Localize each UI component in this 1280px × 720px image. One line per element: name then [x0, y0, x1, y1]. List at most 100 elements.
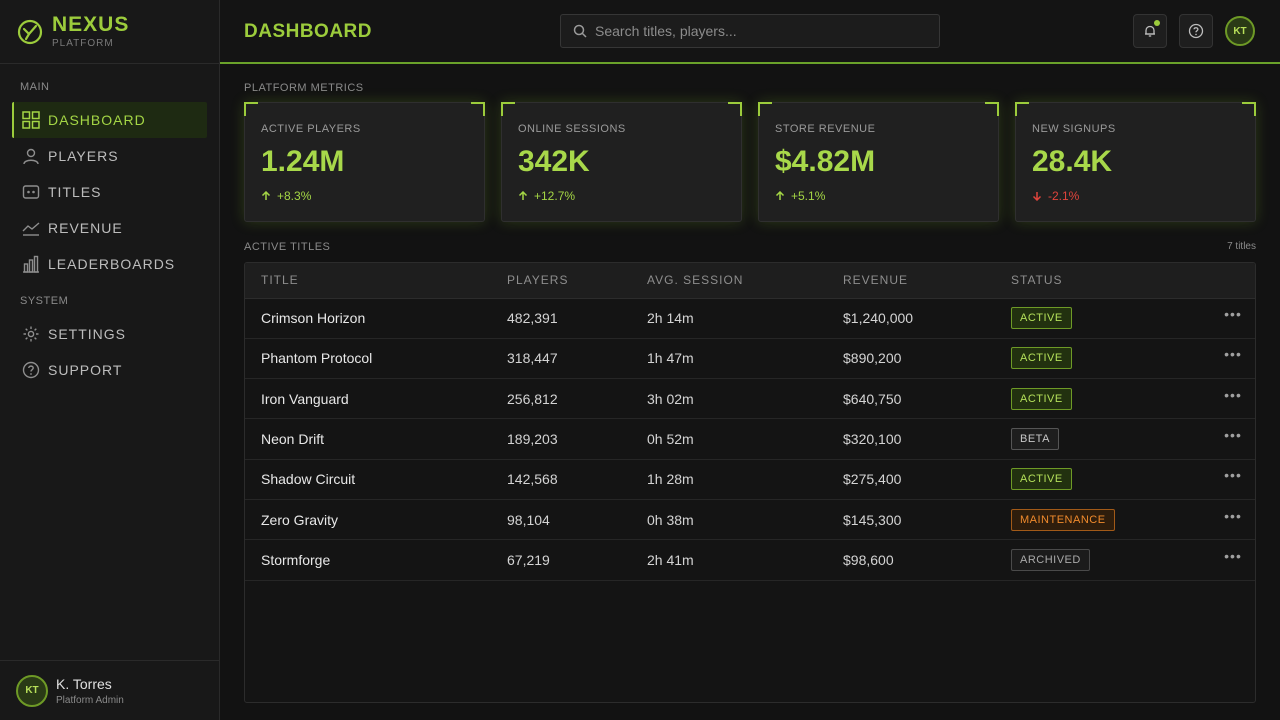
metric-change: +12.7% — [518, 189, 575, 203]
sidebar-item-dashboard[interactable]: DASHBOARD — [12, 102, 207, 138]
help-button[interactable] — [1179, 14, 1213, 48]
sidebar-item-support[interactable]: SUPPORT — [12, 352, 207, 388]
more-actions-icon[interactable]: ••• — [1224, 427, 1242, 444]
table-row[interactable]: Shadow Circuit 142,568 1h 28m $275,400 A… — [245, 459, 1255, 500]
column-header-revenue[interactable]: REVENUE — [843, 263, 1011, 299]
table-row[interactable]: Neon Drift 189,203 0h 52m $320,100 BETA … — [245, 418, 1255, 460]
metric-label: ACTIVE PLAYERS — [261, 123, 361, 135]
line-chart-icon — [22, 219, 40, 237]
cell-revenue: $320,100 — [843, 418, 1011, 460]
status-badge: ACTIVE — [1011, 307, 1072, 330]
cell-revenue: $275,400 — [843, 459, 1011, 500]
sidebar-item-label: LEADERBOARDS — [48, 256, 176, 272]
sidebar: NEXUS PLATFORM MAIN DASHBOARD PLAYERS TI… — [0, 0, 220, 720]
column-header-actions — [1211, 263, 1255, 299]
more-actions-icon[interactable]: ••• — [1224, 346, 1242, 363]
metric-value: 342K — [518, 145, 590, 178]
cell-avg-session: 2h 14m — [647, 298, 843, 339]
cell-title: Iron Vanguard — [245, 378, 507, 420]
sidebar-item-label: TITLES — [48, 184, 102, 200]
metric-change: +8.3% — [261, 189, 311, 203]
metric-change-value: -2.1% — [1048, 189, 1080, 203]
dashboard-grid-icon — [22, 111, 40, 129]
more-actions-icon[interactable]: ••• — [1224, 547, 1242, 564]
card-corner — [728, 102, 742, 116]
arrow-up-icon — [261, 191, 271, 200]
brand-name: NEXUS — [52, 13, 130, 36]
header-avatar[interactable]: KT — [1225, 16, 1255, 46]
metric-card-store-revenue: STORE REVENUE $4.82M +5.1% — [758, 102, 999, 222]
more-actions-icon[interactable]: ••• — [1224, 507, 1242, 524]
metric-change: -2.1% — [1032, 189, 1079, 203]
titles-table: TITLE PLAYERS AVG. SESSION REVENUE STATU… — [244, 262, 1256, 703]
metric-change-value: +12.7% — [534, 189, 576, 203]
status-badge: ACTIVE — [1011, 468, 1072, 491]
cell-revenue: $98,600 — [843, 539, 1011, 581]
brand-subtitle: PLATFORM — [52, 38, 114, 49]
cell-avg-session: 1h 28m — [647, 459, 843, 500]
metric-label: NEW SIGNUPS — [1032, 123, 1116, 135]
search-input[interactable] — [595, 23, 925, 39]
cell-title: Phantom Protocol — [245, 338, 507, 380]
more-actions-icon[interactable]: ••• — [1224, 467, 1242, 484]
arrow-up-icon — [518, 191, 528, 200]
nav-section-main: MAIN — [20, 81, 50, 93]
cell-avg-session: 0h 38m — [647, 499, 843, 541]
metric-value: $4.82M — [775, 145, 876, 178]
table-row[interactable]: Zero Gravity 98,104 0h 38m $145,300 MAIN… — [245, 499, 1255, 541]
user-name: K. Torres — [56, 675, 112, 692]
card-corner — [471, 102, 485, 116]
sidebar-item-revenue[interactable]: REVENUE — [12, 210, 207, 246]
sidebar-item-label: SETTINGS — [48, 326, 127, 342]
notifications-button[interactable] — [1133, 14, 1167, 48]
cell-revenue: $145,300 — [843, 499, 1011, 541]
titles-section-label: ACTIVE TITLES — [244, 241, 331, 253]
arrow-down-icon — [1032, 192, 1042, 201]
user-role: Platform Admin — [56, 694, 124, 706]
top-header: DASHBOARD KT — [220, 0, 1280, 64]
cell-players: 98,104 — [507, 499, 647, 541]
table-row[interactable]: Iron Vanguard 256,812 3h 02m $640,750 AC… — [245, 378, 1255, 420]
more-actions-icon[interactable]: ••• — [1224, 386, 1242, 403]
sidebar-item-leaderboards[interactable]: LEADERBOARDS — [12, 246, 207, 282]
table-row[interactable]: Phantom Protocol 318,447 1h 47m $890,200… — [245, 338, 1255, 380]
table-row[interactable]: Stormforge 67,219 2h 41m $98,600 ARCHIVE… — [245, 539, 1255, 581]
bell-icon — [1145, 25, 1155, 37]
card-corner — [1015, 102, 1029, 116]
cell-players: 256,812 — [507, 378, 647, 420]
column-header-title[interactable]: TITLE — [245, 263, 507, 299]
metric-card-active-players: ACTIVE PLAYERS 1.24M +8.3% — [244, 102, 485, 222]
metric-card-online-sessions: ONLINE SESSIONS 342K +12.7% — [501, 102, 742, 222]
status-badge: ACTIVE — [1011, 387, 1072, 410]
table-row[interactable]: Crimson Horizon 482,391 2h 14m $1,240,00… — [245, 298, 1255, 339]
nav-section-system: SYSTEM — [20, 295, 69, 307]
search-box[interactable] — [560, 14, 940, 48]
avatar: KT — [16, 674, 48, 707]
cell-players: 67,219 — [507, 539, 647, 581]
sidebar-item-label: PLAYERS — [48, 148, 119, 164]
search-icon — [573, 24, 587, 38]
user-profile[interactable]: KT K. Torres Platform Admin — [0, 660, 219, 720]
cell-title: Crimson Horizon — [245, 298, 507, 339]
column-header-avg-session[interactable]: AVG. SESSION — [647, 263, 843, 299]
sidebar-item-titles[interactable]: TITLES — [12, 174, 207, 210]
sidebar-item-players[interactable]: PLAYERS — [12, 138, 207, 174]
cell-players: 482,391 — [507, 298, 647, 339]
metric-value: 28.4K — [1032, 145, 1113, 178]
metric-card-new-signups: NEW SIGNUPS 28.4K -2.1% — [1015, 102, 1256, 222]
brand[interactable]: NEXUS PLATFORM — [0, 0, 219, 64]
gear-icon — [22, 325, 40, 343]
cell-revenue: $1,240,000 — [843, 298, 1011, 339]
metric-change-value: +8.3% — [277, 189, 312, 203]
cell-avg-session: 1h 47m — [647, 338, 843, 380]
card-corner — [1242, 102, 1256, 116]
cell-avg-session: 3h 02m — [647, 378, 843, 420]
status-badge: ACTIVE — [1011, 347, 1072, 370]
sidebar-item-settings[interactable]: SETTINGS — [12, 316, 207, 352]
cell-title: Neon Drift — [245, 418, 507, 460]
status-badge: ARCHIVED — [1011, 548, 1090, 571]
card-corner — [985, 102, 999, 116]
column-header-status[interactable]: STATUS — [1011, 263, 1211, 299]
column-header-players[interactable]: PLAYERS — [507, 263, 647, 299]
more-actions-icon[interactable]: ••• — [1224, 306, 1242, 323]
